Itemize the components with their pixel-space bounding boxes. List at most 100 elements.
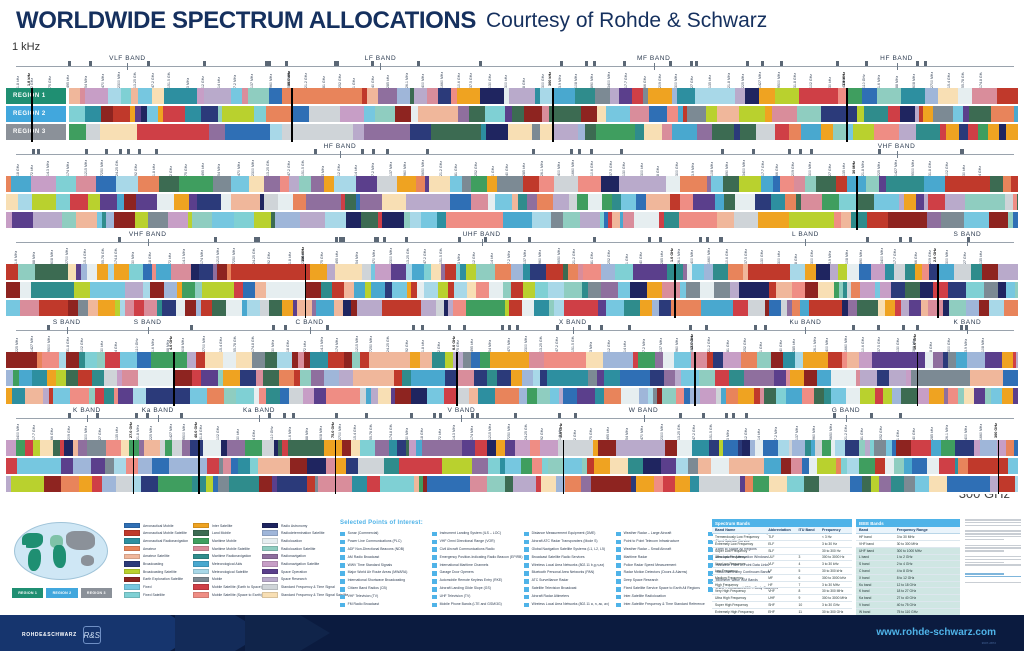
allocation-cell bbox=[24, 388, 44, 404]
allocation-cell bbox=[855, 370, 861, 386]
allocation-cell bbox=[786, 388, 803, 404]
allocation-cell bbox=[603, 212, 609, 228]
allocation-cell bbox=[933, 352, 944, 368]
poi-marker-icon bbox=[708, 555, 713, 560]
allocation-cell bbox=[957, 88, 973, 104]
allocation-cell bbox=[192, 212, 213, 228]
allocation-cell bbox=[91, 476, 102, 492]
frequency-tick: 55.78 GHz bbox=[369, 424, 374, 440]
allocation-cell bbox=[830, 388, 847, 404]
allocation-cell bbox=[923, 176, 937, 192]
region-label-text: REGION 1 bbox=[13, 93, 46, 99]
allocation-cell bbox=[898, 124, 916, 140]
band-center-tick bbox=[805, 239, 807, 246]
allocation-cell bbox=[691, 264, 705, 280]
allocation-cell bbox=[1014, 476, 1019, 492]
frequency-tick: 5650 MHz bbox=[829, 424, 834, 440]
frequency-tick: 495 kHz bbox=[470, 338, 475, 352]
frequency-tick: 9500 MHz bbox=[776, 72, 781, 88]
allocation-cell bbox=[885, 440, 893, 456]
map-region-chip-1: REGION 1 bbox=[12, 588, 44, 598]
table-cell: SHF bbox=[765, 601, 796, 609]
allocation-cell bbox=[459, 212, 504, 228]
axis-marker bbox=[725, 413, 729, 418]
legend-label: Earth Exploration Satellite bbox=[143, 577, 184, 582]
legend-label: Aeronautical Mobile bbox=[143, 523, 174, 528]
allocation-cell bbox=[208, 124, 226, 140]
legend-swatch bbox=[262, 568, 278, 575]
allocation-cell bbox=[56, 194, 71, 210]
allocation-cell bbox=[511, 388, 520, 404]
allocation-cell bbox=[708, 440, 720, 456]
allocation-cell bbox=[680, 282, 687, 298]
axis-marker bbox=[374, 237, 378, 242]
band-center-tick bbox=[845, 415, 847, 422]
allocation-cell bbox=[488, 282, 504, 298]
axis-marker bbox=[532, 149, 536, 154]
allocation-cell bbox=[795, 194, 802, 210]
allocation-cell bbox=[978, 300, 990, 316]
allocation-cell bbox=[522, 300, 535, 316]
allocation-cell bbox=[147, 212, 169, 228]
frequency-tick: 1.6 MHz bbox=[876, 74, 881, 88]
frequency-tick: 108 MHz bbox=[981, 337, 986, 352]
allocation-cell bbox=[903, 194, 917, 210]
frequency-tick: 252 GHz bbox=[473, 161, 478, 176]
frequency-tick: 1427 MHz bbox=[894, 160, 899, 176]
frequency-tick: 1 GHz bbox=[490, 165, 495, 176]
points-of-interest: Selected Points of Interest: Sonar (Comm… bbox=[340, 520, 778, 608]
footer-url[interactable]: www.rohde-schwarz.com bbox=[876, 627, 996, 638]
table-cell: 40 to 75 GHz bbox=[893, 601, 960, 609]
allocation-cell bbox=[423, 282, 439, 298]
allocation-cell bbox=[945, 124, 960, 140]
frequency-tick: 102 GHz bbox=[945, 161, 950, 176]
allocation-cell bbox=[627, 388, 639, 404]
frequency-tick: 37.5 GHz bbox=[743, 248, 748, 264]
allocation-cell bbox=[401, 370, 412, 386]
allocation-cell bbox=[65, 352, 80, 368]
allocation-cell bbox=[196, 300, 202, 316]
axis-marker bbox=[37, 149, 41, 154]
allocation-cell bbox=[258, 458, 290, 474]
poi-marker-icon bbox=[340, 586, 345, 592]
allocation-cell bbox=[104, 458, 115, 474]
axis-marker bbox=[32, 149, 35, 154]
allocation-cell bbox=[944, 194, 966, 210]
poi-item: Citizen Band Radios (CB) bbox=[340, 586, 464, 593]
poi-item: Distance Measurement Equipment (DME) bbox=[524, 531, 648, 538]
allocation-cell bbox=[581, 458, 587, 474]
axis-marker bbox=[202, 61, 206, 66]
band-label: LF BAND bbox=[364, 55, 397, 62]
axis-marker bbox=[138, 149, 142, 154]
allocation-cell bbox=[837, 476, 851, 492]
allocation-cell bbox=[821, 194, 840, 210]
poi-item: Garage Door Openers bbox=[432, 570, 556, 577]
band-divider bbox=[937, 264, 939, 318]
band-label: VHF BAND bbox=[877, 143, 916, 150]
frequency-tick: 5650 MHz bbox=[557, 248, 562, 264]
allocation-cell bbox=[593, 458, 611, 474]
band-label: K BAND bbox=[73, 407, 101, 414]
allocation-cell bbox=[859, 440, 866, 456]
brand-logo: ROHDE&SCHWARZ R&S bbox=[22, 626, 101, 644]
allocation-cell bbox=[623, 300, 641, 316]
axis-marker bbox=[577, 149, 581, 154]
poi-marker-icon bbox=[432, 571, 437, 576]
allocation-cell bbox=[606, 106, 631, 122]
allocation-cell bbox=[986, 194, 1006, 210]
band-center-tick bbox=[461, 415, 463, 422]
legend-item: Maritime Mobile bbox=[193, 537, 261, 544]
frequency-tick: 1660 MHz bbox=[571, 160, 576, 176]
frequency-tick: 7250 MHz bbox=[232, 248, 237, 264]
allocation-cell bbox=[486, 124, 509, 140]
axis-marker bbox=[876, 325, 880, 330]
allocation-cell bbox=[60, 440, 65, 456]
table-cell: 3 to 30 GHz bbox=[819, 601, 852, 609]
frequency-tick: 495 kHz bbox=[66, 74, 71, 88]
allocation-cell bbox=[945, 176, 991, 192]
frequency-tick: 400 MHz bbox=[557, 161, 562, 176]
allocation-cell bbox=[365, 388, 372, 404]
allocation-cell bbox=[196, 352, 206, 368]
allocation-cell bbox=[121, 370, 139, 386]
allocation-cell bbox=[53, 388, 71, 404]
